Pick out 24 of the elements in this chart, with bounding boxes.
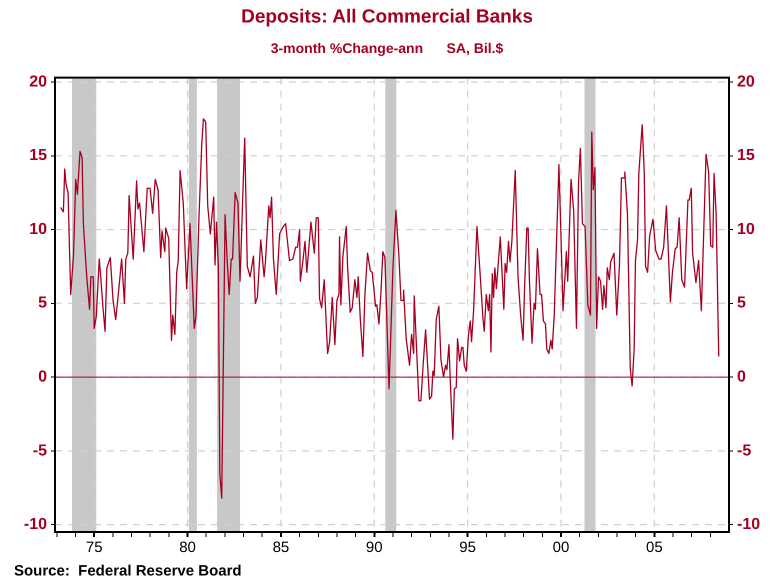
y2-tick-label: 5	[737, 294, 746, 312]
chart-title: Deposits: All Commercial Banks	[241, 6, 533, 28]
y-tick-label: -10	[24, 516, 48, 534]
x-tick-label: 85	[272, 539, 290, 556]
y2-tick-label: 15	[737, 147, 755, 164]
x-tick-label: 80	[179, 539, 196, 556]
x-tick-label: 75	[86, 539, 103, 556]
y-tick-label: 20	[29, 73, 48, 90]
y-tick-label: -5	[32, 442, 48, 460]
y2-tick-label: 20	[737, 73, 755, 90]
x-tick-label: 95	[459, 539, 476, 556]
x-tick-label: 00	[552, 539, 570, 556]
y2-tick-label: -10	[737, 516, 760, 534]
y-tick-label: 5	[38, 294, 48, 312]
chart-subtitle: 3-month %Change-ann SA, Bil.$	[270, 40, 504, 56]
y-tick-label: 15	[29, 147, 48, 164]
y2-tick-label: 0	[737, 368, 746, 386]
y2-tick-label: 10	[737, 220, 755, 238]
y2-tick-label: -5	[737, 442, 752, 460]
x-tick-label: 05	[646, 539, 663, 556]
x-tick-label: 90	[366, 539, 383, 556]
y-tick-label: 10	[29, 220, 48, 238]
y-tick-label: 0	[38, 368, 48, 386]
source-note: Source: Federal Reserve Board	[14, 562, 242, 580]
